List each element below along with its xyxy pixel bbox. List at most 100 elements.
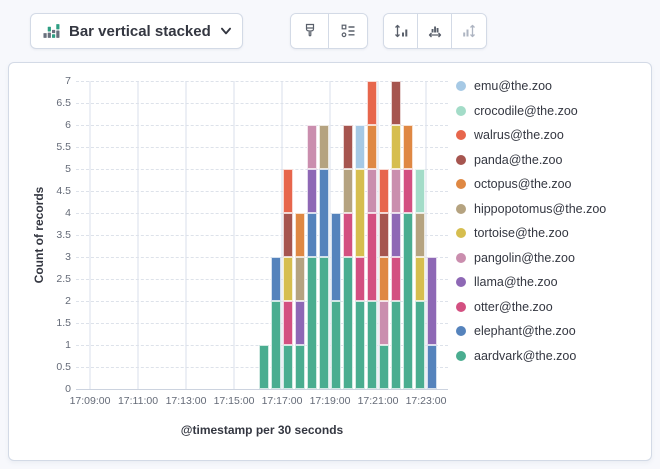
bar-segment[interactable] xyxy=(426,345,438,389)
bar-segment[interactable] xyxy=(342,257,354,389)
legend-label: emu@the.zoo xyxy=(474,79,553,93)
x-tick-label: 17:11:00 xyxy=(117,395,159,407)
legend-settings-button[interactable] xyxy=(329,14,367,48)
bar-segment[interactable] xyxy=(402,169,414,213)
bar-segment[interactable] xyxy=(282,345,294,389)
bottom-axis-button[interactable] xyxy=(418,14,452,48)
bar-segment[interactable] xyxy=(330,213,342,301)
x-tick-label: 17:19:00 xyxy=(309,395,351,407)
legend-color-dot xyxy=(456,228,466,238)
bar-segment[interactable] xyxy=(354,301,366,389)
legend-color-dot xyxy=(456,179,466,189)
bar-segment[interactable] xyxy=(390,169,402,213)
bar-segment[interactable] xyxy=(306,257,318,389)
bar-segment[interactable] xyxy=(306,125,318,169)
legend-item[interactable]: pangolin@the.zoo xyxy=(456,251,606,265)
y-tick-label: 0.5 xyxy=(56,361,71,373)
bar-segment[interactable] xyxy=(318,169,330,257)
legend-color-dot xyxy=(456,301,466,312)
bar-segment[interactable] xyxy=(378,345,390,389)
bar-segment[interactable] xyxy=(306,213,318,257)
bar-segment[interactable] xyxy=(342,125,354,169)
bar-segment[interactable] xyxy=(282,301,294,345)
left-axis-button[interactable] xyxy=(384,14,418,48)
bar-segment[interactable] xyxy=(402,125,414,169)
legend-item[interactable]: elephant@the.zoo xyxy=(456,324,606,338)
bar-segment[interactable] xyxy=(390,301,402,389)
bar-segment[interactable] xyxy=(378,169,390,213)
y-tick-label: 5 xyxy=(65,163,71,175)
legend-item[interactable]: emu@the.zoo xyxy=(456,79,606,93)
legend-label: elephant@the.zoo xyxy=(474,324,576,338)
bar-segment[interactable] xyxy=(390,213,402,257)
bar-segment[interactable] xyxy=(366,169,378,213)
horizontal-gridline xyxy=(76,301,448,302)
bar-segment[interactable] xyxy=(366,125,378,169)
x-tick-label: 17:23:00 xyxy=(405,395,447,407)
legend-item[interactable]: walrus@the.zoo xyxy=(456,128,606,142)
bar-segment[interactable] xyxy=(282,213,294,257)
bar-segment[interactable] xyxy=(366,301,378,389)
chart-type-dropdown[interactable]: Bar vertical stacked xyxy=(30,13,243,49)
axis-right-icon xyxy=(461,23,477,39)
bar-segment[interactable] xyxy=(390,125,402,169)
legend-item[interactable]: otter@the.zoo xyxy=(456,300,606,314)
legend-item[interactable]: panda@the.zoo xyxy=(456,153,606,167)
style-button-group xyxy=(290,13,368,49)
bar-segment[interactable] xyxy=(294,213,306,257)
legend-color-dot xyxy=(456,105,466,116)
right-axis-button[interactable] xyxy=(452,14,486,48)
bar-segment[interactable] xyxy=(354,169,366,257)
bar-segment[interactable] xyxy=(402,213,414,389)
visual-options-button[interactable] xyxy=(291,14,329,48)
bar-segment[interactable] xyxy=(342,213,354,257)
x-axis-line xyxy=(76,389,448,390)
horizontal-gridline xyxy=(76,257,448,258)
legend-color-dot xyxy=(456,252,466,263)
bar-segment[interactable] xyxy=(270,257,282,301)
bar-segment[interactable] xyxy=(378,301,390,345)
bar-segment[interactable] xyxy=(318,257,330,389)
bar-segment[interactable] xyxy=(414,169,426,213)
bar-segment[interactable] xyxy=(342,169,354,213)
legend-label: crocodile@the.zoo xyxy=(474,103,578,118)
bar-segment[interactable] xyxy=(354,257,366,301)
bar-segment[interactable] xyxy=(294,345,306,389)
y-tick-label: 1.5 xyxy=(56,317,71,329)
bar-segment[interactable] xyxy=(378,213,390,257)
bar-segment[interactable] xyxy=(366,81,378,125)
bar-segment[interactable] xyxy=(390,257,402,301)
bar-segment[interactable] xyxy=(426,257,438,345)
legend-color-dot xyxy=(456,154,466,165)
bar-segment[interactable] xyxy=(282,169,294,213)
bar-segment[interactable] xyxy=(354,125,366,169)
bar-segment[interactable] xyxy=(414,257,426,301)
bar-segment[interactable] xyxy=(414,301,426,389)
legend-item[interactable]: tortoise@the.zoo xyxy=(456,226,606,240)
bar-segment[interactable] xyxy=(366,213,378,301)
legend-item[interactable]: aardvark@the.zoo xyxy=(456,349,606,363)
bar-segment[interactable] xyxy=(282,257,294,301)
x-tick-label: 17:09:00 xyxy=(69,395,111,407)
x-tick-label: 17:17:00 xyxy=(261,395,303,407)
y-tick-label: 2.5 xyxy=(56,273,71,285)
bar-segment[interactable] xyxy=(294,301,306,345)
bar-segment[interactable] xyxy=(390,81,402,125)
x-tick-label: 17:13:00 xyxy=(165,395,207,407)
legend-item[interactable]: crocodile@the.zoo xyxy=(456,104,606,118)
legend-item[interactable]: hippopotomus@the.zoo xyxy=(456,202,606,216)
legend-item[interactable]: llama@the.zoo xyxy=(456,275,606,289)
legend-item[interactable]: octopus@the.zoo xyxy=(456,177,606,191)
bar-segment[interactable] xyxy=(306,169,318,213)
bar-segment[interactable] xyxy=(318,125,330,169)
bar-segment[interactable] xyxy=(270,301,282,389)
bar-segment[interactable] xyxy=(294,257,306,301)
axis-button-group xyxy=(383,13,487,49)
bar-segment[interactable] xyxy=(258,345,270,389)
legend-label: hippopotomus@the.zoo xyxy=(474,201,607,216)
horizontal-gridline xyxy=(76,147,448,148)
bar-segment[interactable] xyxy=(330,301,342,389)
y-tick-label: 0 xyxy=(65,383,71,395)
bar-segment[interactable] xyxy=(414,213,426,257)
bar-segment[interactable] xyxy=(378,257,390,301)
